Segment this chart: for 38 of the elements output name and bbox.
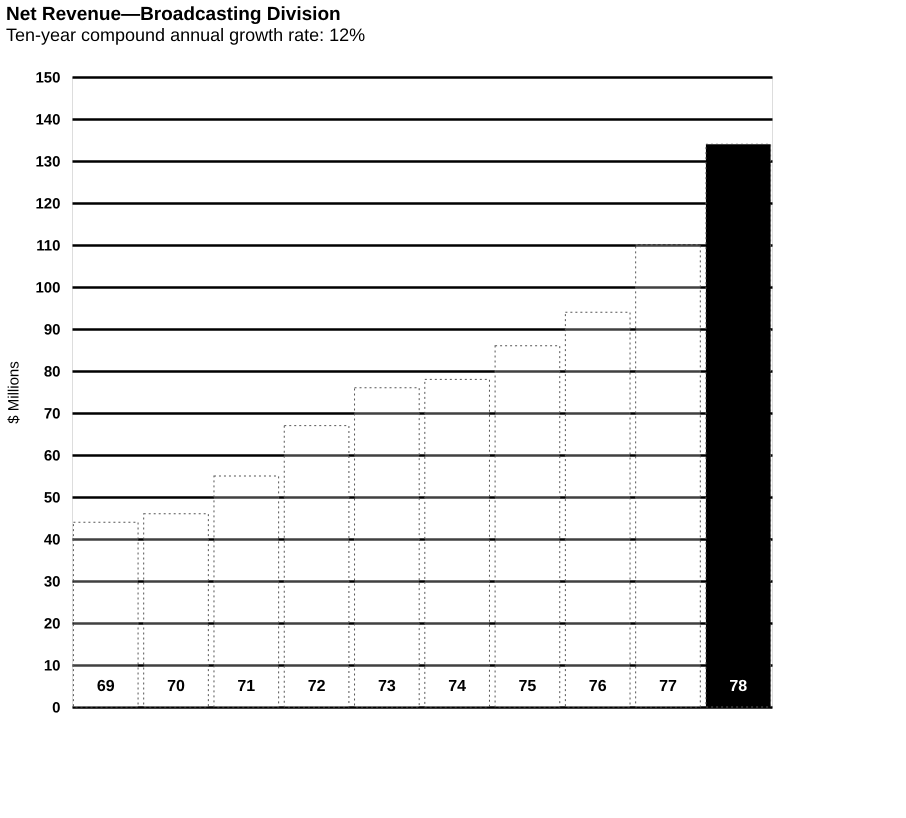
y-tick-label: 10 xyxy=(44,658,60,674)
bar xyxy=(284,425,350,708)
y-tick-label: 40 xyxy=(44,532,60,548)
x-tick-label: 78 xyxy=(729,678,748,696)
y-tick-label: 130 xyxy=(35,154,60,170)
y-tick-label: 80 xyxy=(44,364,60,380)
bar xyxy=(354,387,420,708)
y-tick-label: 70 xyxy=(44,406,60,422)
x-tick-label: 69 xyxy=(96,678,115,696)
y-tick-label: 100 xyxy=(35,280,60,296)
y-tick-label: 0 xyxy=(52,700,60,716)
y-axis-title: $ Millions xyxy=(5,361,22,424)
bar xyxy=(72,522,139,708)
x-tick-label: 74 xyxy=(448,678,466,696)
x-tick-label: 71 xyxy=(237,678,256,696)
y-tick-label: 140 xyxy=(35,112,60,128)
x-tick-label: 70 xyxy=(167,678,186,696)
bar xyxy=(424,378,490,708)
y-tick-label: 90 xyxy=(44,322,60,338)
bar xyxy=(143,513,209,708)
bar xyxy=(635,244,701,708)
y-tick-label: 120 xyxy=(35,196,60,212)
x-tick-label: 76 xyxy=(588,678,607,696)
y-tick-label: 110 xyxy=(36,238,60,254)
y-tick-label: 20 xyxy=(44,616,60,632)
x-tick-label: 75 xyxy=(518,678,536,696)
x-tick-label: 77 xyxy=(659,678,677,696)
x-tick-label: 72 xyxy=(308,678,326,696)
y-tick-label: 30 xyxy=(44,574,60,590)
x-tick-label: 73 xyxy=(378,678,396,696)
y-tick-label: 150 xyxy=(35,70,60,86)
y-tick-label: 50 xyxy=(44,490,60,506)
chart-title: Net Revenue—Broadcasting Division xyxy=(6,4,341,25)
y-tick-label: 60 xyxy=(44,448,60,464)
bar xyxy=(564,312,631,708)
bar xyxy=(494,345,560,708)
bar xyxy=(213,476,280,708)
chart-subtitle: Ten-year compound annual growth rate: 12% xyxy=(6,25,366,45)
